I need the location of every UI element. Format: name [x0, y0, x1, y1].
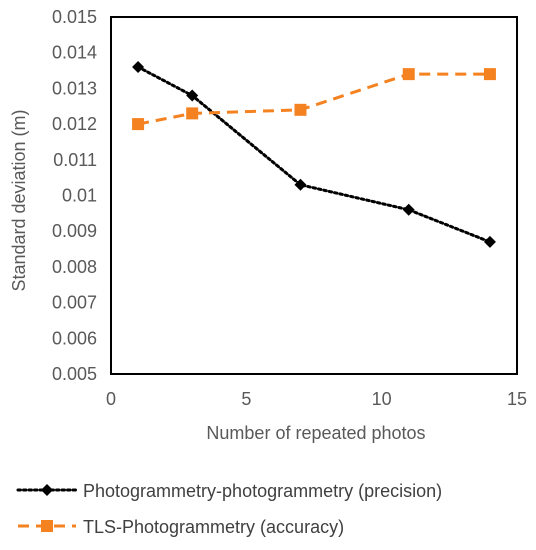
y-tick-label: 0.005: [52, 364, 97, 384]
y-tick-label: 0.014: [52, 43, 97, 63]
data-point: [294, 103, 307, 116]
data-point: [186, 89, 199, 102]
y-tick-label: 0.007: [52, 293, 97, 313]
data-point: [294, 178, 307, 191]
plot-area: [110, 16, 518, 375]
y-axis-title: Standard deviation (m): [9, 109, 29, 291]
y-tick-label: 0.011: [53, 150, 97, 170]
legend-label: Photogrammetry-photogrammetry (precision…: [83, 481, 442, 501]
data-point: [132, 60, 145, 73]
y-tick-label: 0.006: [52, 328, 97, 348]
x-axis-ticks: 0 5 10 15: [106, 389, 527, 409]
legend-swatch-marker: [41, 520, 53, 532]
x-tick-label: 5: [241, 389, 251, 409]
y-tick-label: 0.015: [52, 7, 97, 27]
data-point: [132, 118, 145, 131]
y-tick-label: 0.008: [52, 257, 97, 277]
x-tick-label: 0: [106, 389, 116, 409]
x-tick-label: 15: [507, 389, 527, 409]
series-layer: [132, 60, 496, 248]
legend-swatch-marker: [41, 484, 53, 496]
x-tick-label: 10: [372, 389, 392, 409]
legend-item: Photogrammetry-photogrammetry (precision…: [16, 481, 442, 501]
data-point: [483, 68, 496, 81]
y-tick-label: 0.012: [52, 114, 97, 134]
plot-frame: [110, 16, 518, 375]
data-point: [402, 68, 415, 81]
y-tick-label: 0.009: [52, 221, 97, 241]
y-tick-label: 0.013: [52, 78, 97, 98]
data-point: [402, 203, 415, 216]
series-1: [132, 68, 496, 131]
y-tick-label: 0.01: [62, 186, 97, 206]
data-point: [186, 107, 199, 120]
legend: Photogrammetry-photogrammetry (precision…: [16, 481, 442, 537]
data-point: [483, 235, 496, 248]
legend-item: TLS-Photogrammetry (accuracy): [18, 517, 344, 537]
y-axis-ticks: 0.005 0.006 0.007 0.008 0.009 0.01 0.011 0.012 0…: [52, 7, 97, 384]
series-0: [132, 60, 496, 248]
x-axis-title: Number of repeated photos: [206, 423, 425, 443]
legend-label: TLS-Photogrammetry (accuracy): [83, 517, 344, 537]
